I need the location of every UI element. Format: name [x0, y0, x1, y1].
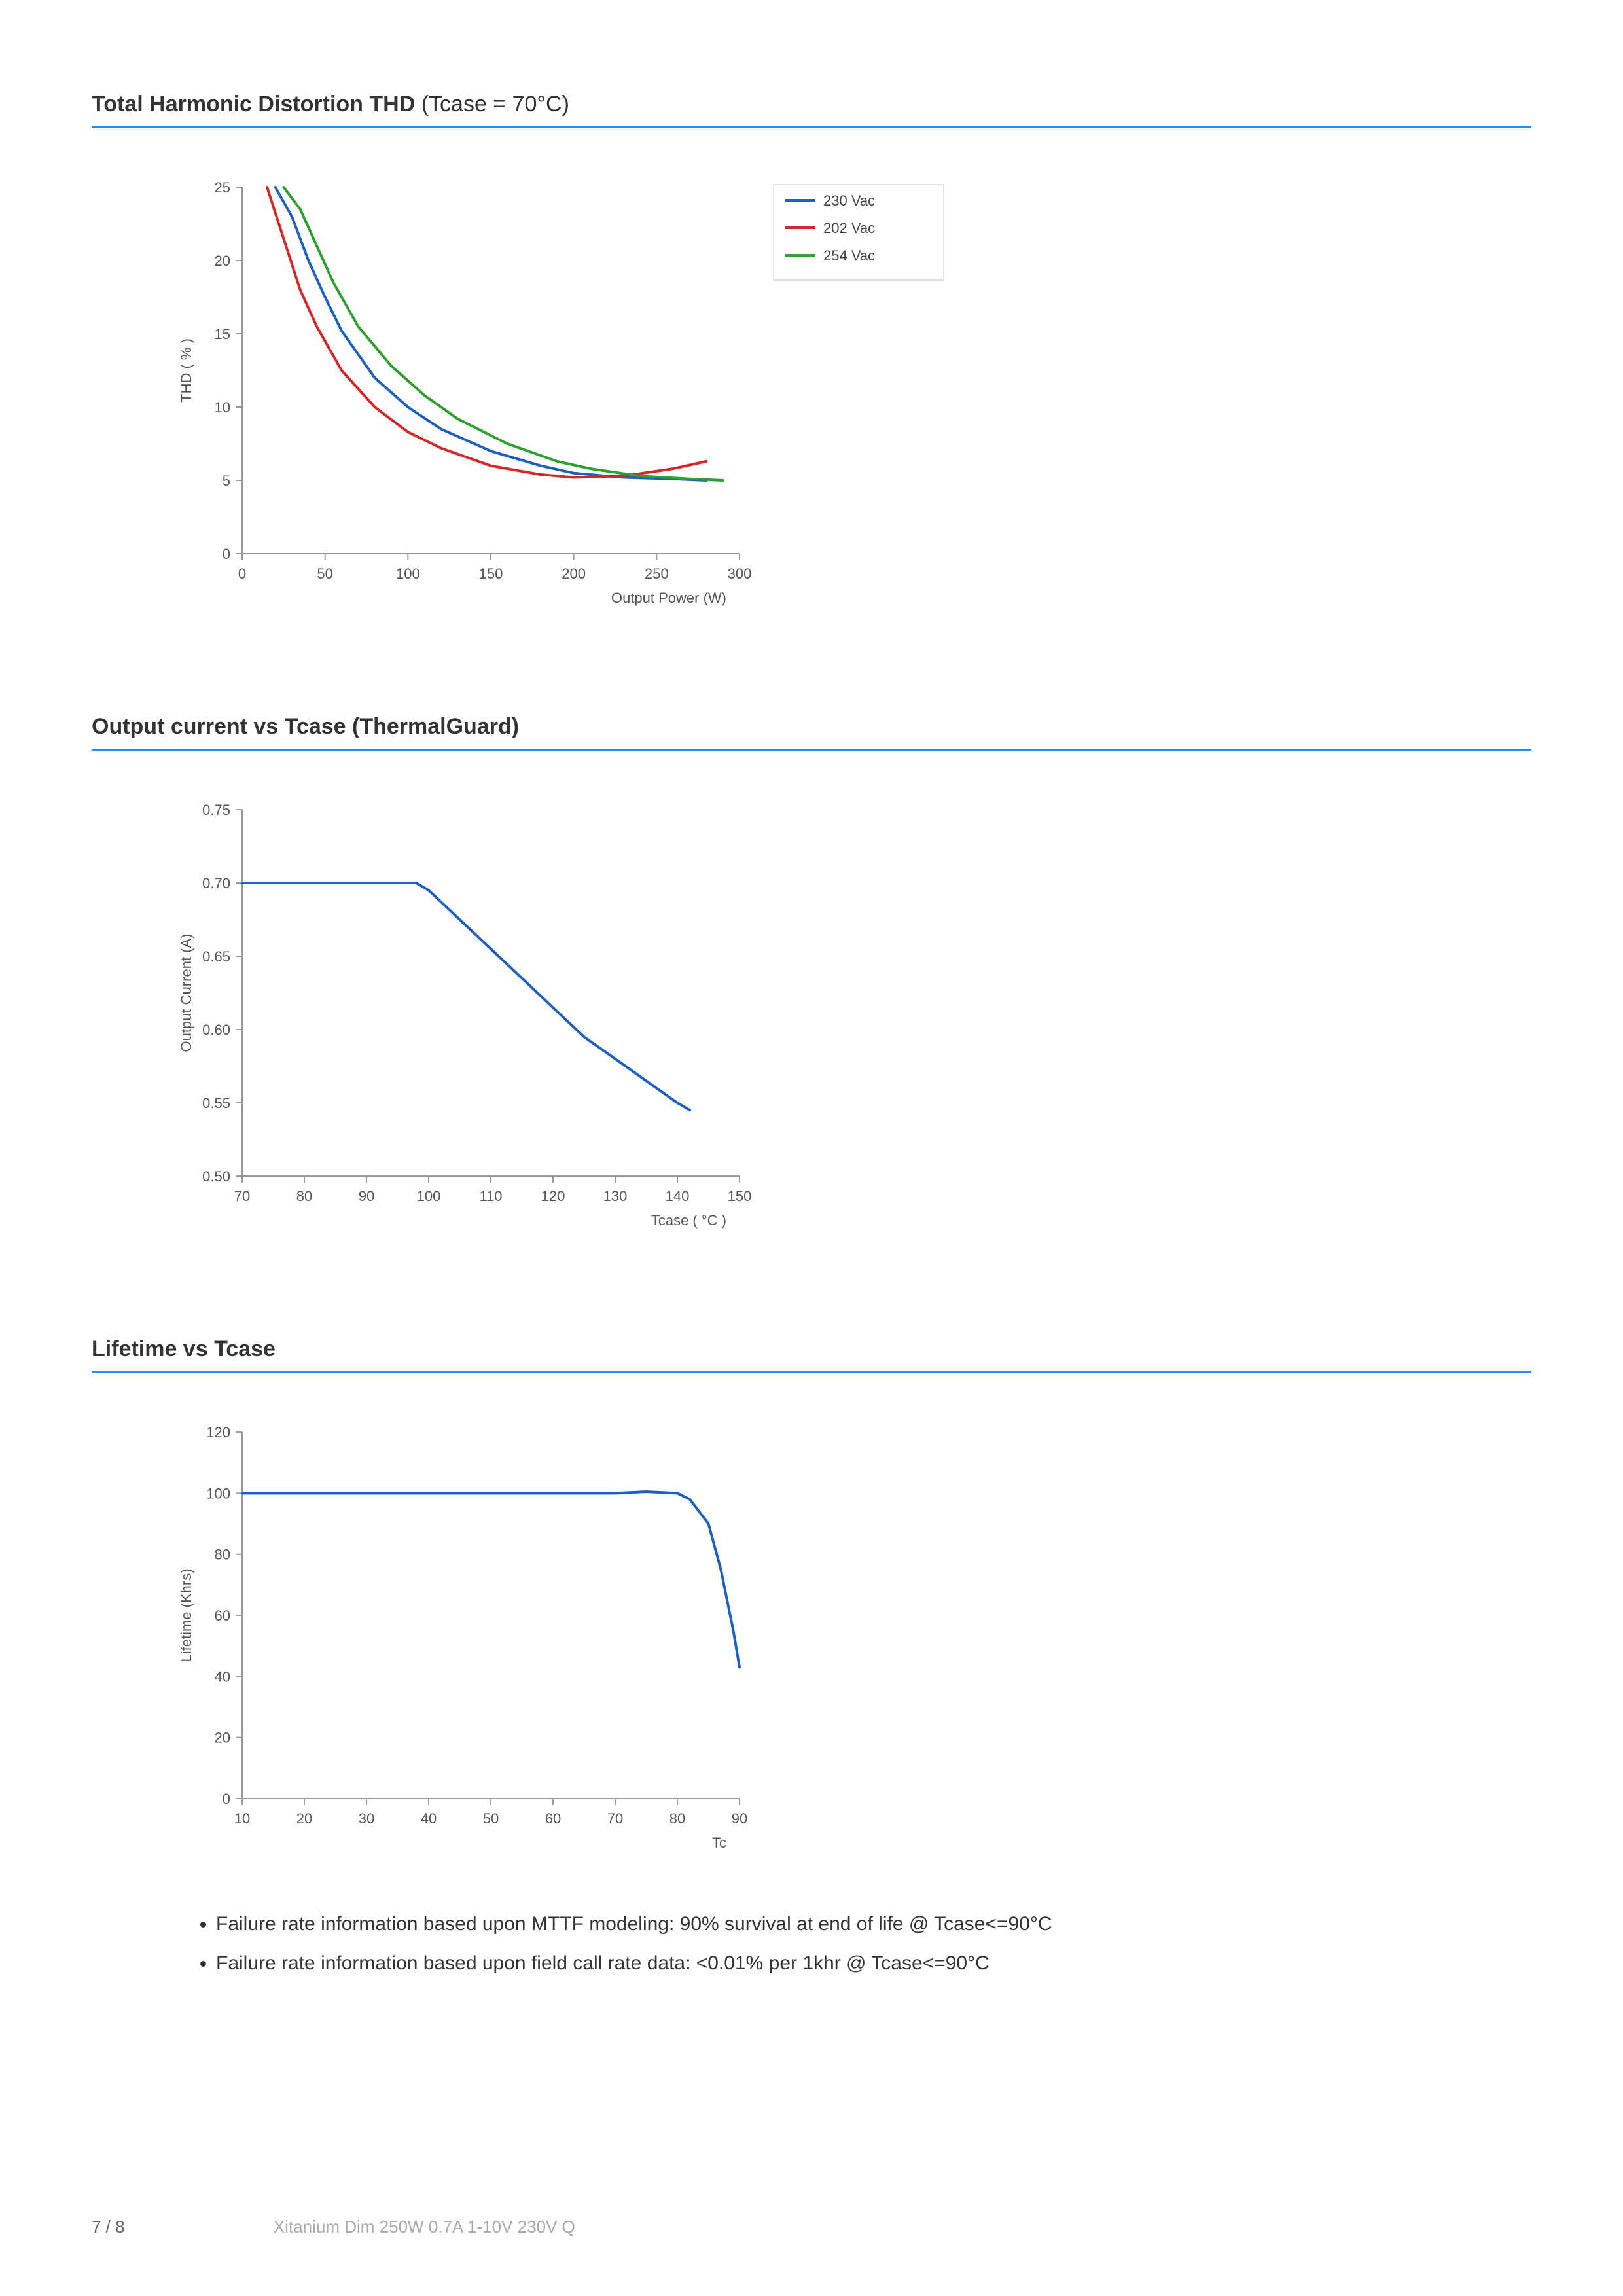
svg-text:80: 80 [215, 1547, 230, 1563]
svg-text:25: 25 [215, 179, 230, 196]
svg-text:0: 0 [238, 565, 246, 582]
svg-text:50: 50 [317, 565, 332, 582]
svg-text:10: 10 [234, 1810, 250, 1827]
page-footer: 7 / 8 Xitanium Dim 250W 0.7A 1-10V 230V … [92, 2217, 1531, 2237]
output-current-chart: 70 80 90 100 110 120 130 140 150 0.50 0.55 0.60 0.65… [170, 797, 1086, 1255]
lifetime-notes: Failure rate information based upon MTTF… [190, 1907, 1531, 1981]
svg-text:Output Power (W): Output Power (W) [611, 590, 726, 606]
lifetime-title-bold: Lifetime vs Tcase [92, 1336, 276, 1361]
thd-rule [92, 126, 1531, 128]
svg-text:90: 90 [732, 1810, 747, 1827]
svg-text:15: 15 [215, 326, 230, 342]
svg-text:70: 70 [607, 1810, 623, 1827]
product-name: Xitanium Dim 250W 0.7A 1-10V 230V Q [274, 2217, 575, 2236]
lifetime-note-1: Failure rate information based upon MTTF… [216, 1907, 1531, 1942]
svg-text:0.50: 0.50 [202, 1168, 230, 1185]
thd-chart-wrap: 0 50 100 150 200 250 300 0 5 10 15 20 25 Output Power… [170, 174, 1531, 636]
svg-text:202 Vac: 202 Vac [823, 220, 875, 236]
svg-text:250: 250 [645, 565, 669, 582]
output-current-title-bold: Output current vs Tcase (ThermalGuard) [92, 714, 519, 739]
lifetime-chart: 10 20 30 40 50 60 70 80 90 0 20 40 60 80 100 120 Tc Lifet… [170, 1419, 1086, 1877]
lifetime-rule [92, 1371, 1531, 1373]
svg-text:70: 70 [234, 1188, 250, 1204]
thd-title-light: (Tcase = 70°C) [415, 92, 569, 117]
svg-text:0.55: 0.55 [202, 1095, 230, 1111]
svg-text:254 Vac: 254 Vac [823, 247, 875, 264]
lifetime-note-2: Failure rate information based upon fiel… [216, 1946, 1531, 1981]
svg-text:Output Current (A): Output Current (A) [178, 934, 194, 1052]
output-current-chart-wrap: 70 80 90 100 110 120 130 140 150 0.50 0.55 0.60 0.65… [170, 797, 1531, 1258]
svg-text:40: 40 [421, 1810, 437, 1827]
svg-text:20: 20 [215, 1730, 230, 1746]
svg-text:Lifetime (Khrs): Lifetime (Khrs) [178, 1568, 194, 1662]
svg-text:0.75: 0.75 [202, 802, 230, 818]
svg-text:20: 20 [215, 253, 230, 269]
svg-text:120: 120 [541, 1188, 565, 1204]
svg-text:10: 10 [215, 399, 230, 416]
svg-text:20: 20 [296, 1810, 312, 1827]
thd-chart: 0 50 100 150 200 250 300 0 5 10 15 20 25 Output Power… [170, 174, 1086, 632]
svg-text:120: 120 [206, 1424, 230, 1441]
page-number: 7 / 8 [92, 2217, 125, 2236]
svg-text:0.60: 0.60 [202, 1022, 230, 1038]
svg-text:80: 80 [669, 1810, 685, 1827]
svg-text:5: 5 [223, 473, 230, 489]
svg-text:60: 60 [545, 1810, 561, 1827]
svg-text:100: 100 [206, 1485, 230, 1501]
svg-text:200: 200 [562, 565, 586, 582]
thd-section: Total Harmonic Distortion THD (Tcase = 7… [92, 92, 1531, 636]
svg-text:90: 90 [359, 1188, 374, 1204]
svg-text:80: 80 [296, 1188, 312, 1204]
svg-text:Tc: Tc [712, 1835, 726, 1851]
svg-text:110: 110 [479, 1188, 502, 1204]
svg-text:230 Vac: 230 Vac [823, 192, 875, 209]
output-current-section: Output current vs Tcase (ThermalGuard) 7… [92, 714, 1531, 1258]
thd-title: Total Harmonic Distortion THD (Tcase = 7… [92, 92, 1531, 117]
svg-text:THD ( % ): THD ( % ) [178, 338, 194, 403]
svg-text:0.65: 0.65 [202, 948, 230, 965]
output-current-rule [92, 749, 1531, 751]
output-current-title: Output current vs Tcase (ThermalGuard) [92, 714, 1531, 740]
svg-text:60: 60 [215, 1607, 230, 1624]
svg-text:0: 0 [223, 546, 230, 562]
svg-text:0: 0 [223, 1791, 230, 1807]
svg-text:300: 300 [728, 565, 752, 582]
lifetime-section: Lifetime vs Tcase 10 20 30 40 50 60 70 80 90 0 20 4… [92, 1336, 1531, 1981]
svg-text:130: 130 [603, 1188, 628, 1204]
lifetime-title: Lifetime vs Tcase [92, 1336, 1531, 1362]
svg-text:Tcase ( °C ): Tcase ( °C ) [651, 1212, 726, 1229]
thd-title-bold: Total Harmonic Distortion THD [92, 92, 415, 117]
svg-text:100: 100 [417, 1188, 441, 1204]
svg-text:40: 40 [215, 1668, 230, 1685]
svg-text:150: 150 [728, 1188, 752, 1204]
svg-text:150: 150 [479, 565, 503, 582]
svg-text:140: 140 [666, 1188, 690, 1204]
svg-text:50: 50 [483, 1810, 499, 1827]
svg-text:100: 100 [396, 565, 420, 582]
svg-text:30: 30 [359, 1810, 374, 1827]
lifetime-chart-wrap: 10 20 30 40 50 60 70 80 90 0 20 40 60 80 100 120 Tc Lifet… [170, 1419, 1531, 1880]
svg-text:0.70: 0.70 [202, 875, 230, 891]
